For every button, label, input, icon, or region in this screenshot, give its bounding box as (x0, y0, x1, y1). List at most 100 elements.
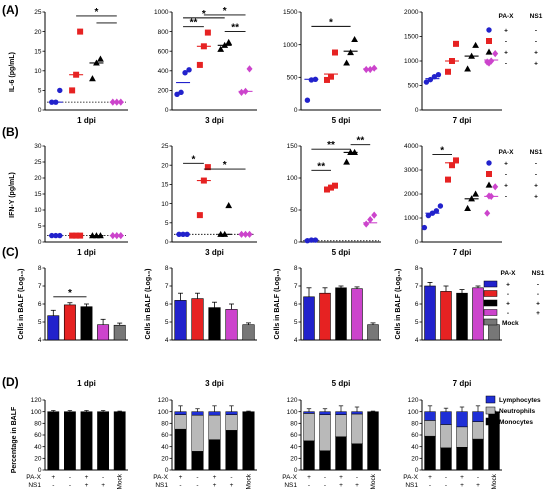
ytick-label-14-6: 120 (287, 397, 298, 404)
ytick-label-4-3: 15 (34, 191, 42, 198)
ytick-label-12-5: 100 (31, 409, 42, 416)
ytick-label-6-1: 50 (290, 207, 298, 214)
xtick-pax-14-0: + (307, 474, 311, 481)
xlabel-ns1-15: NS1 (405, 482, 418, 489)
ytick-label-0-2: 10 (34, 68, 42, 75)
legends: PA-X NS1 + - - - + + - + PA-X NS1 + - - - + + - + PA-X NS1 + - -… (483, 13, 545, 426)
legend-c-swatch-4 (483, 318, 498, 326)
data-point-7-2-2 (472, 190, 479, 197)
xtick-ns1-14-0: - (308, 482, 310, 489)
data-point-7-0-1 (425, 212, 432, 219)
data-point-2-1-0 (324, 76, 330, 83)
data-point-5-0-2 (184, 231, 190, 238)
legend-c-pax-3: - (507, 310, 509, 317)
legend-b-marker-1 (486, 171, 492, 177)
data-point-0-2-0 (89, 75, 96, 82)
bar-monocytes-12-2 (80, 411, 93, 471)
ytick-label-6-3: 150 (287, 143, 298, 150)
legend-a-ns1-0: - (535, 28, 537, 35)
data-point-2-2-2 (351, 35, 358, 43)
data-point-4-3-1 (113, 232, 120, 240)
data-point-3-0-2 (431, 73, 438, 80)
xlabel-ns1-14: NS1 (284, 482, 297, 489)
data-point-1-3-0 (238, 88, 245, 96)
ytick-label-1-2: 400 (158, 68, 169, 75)
xtick-pax-13-3: - (230, 474, 232, 481)
bar-lymphocytes-14-3 (351, 411, 363, 415)
legend-c-ns1-0: - (537, 282, 539, 289)
bar-neutrophils-14-2 (335, 414, 347, 438)
data-point-1-2-1 (221, 41, 229, 48)
data-point-3-2-0 (464, 65, 471, 72)
legend-c-pax-header: PA-X (500, 270, 516, 277)
scatter-chart-b-2: 0 5 10 15 20 25 * * 3 dpi (161, 143, 257, 257)
ytick-label-15-3: 60 (411, 432, 419, 439)
legend-d-swatch-0 (485, 395, 496, 404)
scatter-chart-a-1: 0 5 10 15 20 25 * 1 dpi (34, 7, 128, 125)
data-point-3-0-3 (435, 72, 442, 78)
xtick-pax-12-3: - (102, 474, 104, 481)
bar-lymphocytes-13-1 (191, 411, 204, 416)
data-point-7-1-1 (449, 162, 455, 169)
xtick-pax-13-0: + (179, 474, 183, 481)
data-point-6-2-2 (351, 148, 358, 155)
sig-star-1-3: ** (231, 23, 239, 34)
ytick-label-15-4: 80 (411, 421, 419, 428)
ytick-label-15-2: 40 (411, 444, 419, 451)
legend-c-pax-1: - (507, 291, 509, 298)
ytick-label-7-1: 1000 (404, 215, 419, 222)
xlabel-ns1-12: NS1 (28, 482, 41, 489)
data-point-0-1-0 (69, 87, 76, 94)
legend-a-ns1-2: + (534, 50, 538, 57)
sig-star-7-0: * (440, 145, 444, 156)
ytick-label-10-1: 5 (294, 319, 298, 326)
xlabel-ns1-13: NS1 (155, 482, 168, 489)
data-point-4-3-0 (109, 232, 116, 240)
data-point-2-1-2 (332, 49, 338, 56)
legend-c-pax-2: + (506, 301, 510, 308)
xtick-pax-15-3: - (477, 474, 479, 481)
data-point-0-0-2 (57, 87, 63, 94)
ytick-label-3-0: 0 (415, 107, 419, 114)
ytick-label-0-0: 0 (38, 107, 42, 114)
bar-monocytes-15-0 (424, 435, 436, 471)
xtick-ns1-12-3: + (101, 482, 105, 489)
legend-a-pax-header: PA-X (498, 13, 514, 20)
data-point-0-0-1 (53, 99, 59, 105)
ytick-label-10-4: 8 (294, 265, 298, 272)
ylabel-c-4: Cells in BALF (Log₁₀) (395, 269, 402, 340)
xlabel-pax-14: PA-X (282, 474, 297, 481)
bar-9-3 (225, 309, 238, 341)
legend-c-swatch-3 (483, 309, 498, 316)
ytick-label-7-3: 3000 (404, 167, 419, 174)
bar-monocytes-13-0 (174, 428, 187, 471)
data-point-3-1-2 (453, 40, 459, 47)
data-point-0-2-1 (93, 59, 100, 66)
legend-d-label-1: Neutrophils (499, 408, 535, 415)
xlabel-1: 3 dpi (205, 116, 224, 125)
data-point-5-2-1 (221, 230, 229, 237)
data-point-4-0-2 (57, 232, 63, 239)
bar-monocytes-12-3 (97, 411, 109, 471)
ytick-label-4-1: 5 (38, 223, 42, 230)
xtick-ns1-15-1: - (445, 482, 447, 489)
bar-10-0 (303, 296, 315, 341)
bar-neutrophils-13-1 (191, 414, 204, 452)
bar-chart-c-2: 4 5 6 7 8 Cells in BALF (Log₁₀) (145, 265, 257, 344)
data-point-2-3-0 (363, 65, 370, 74)
ytick-label-12-0: 0 (38, 467, 42, 474)
ytick-label-2-1: 500 (287, 75, 298, 82)
xtick-mock-12: Mock (117, 473, 124, 489)
ytick-label-13-1: 20 (161, 456, 169, 463)
legend-b-pax-1: - (505, 172, 507, 179)
data-point-2-0-2 (312, 76, 319, 82)
legend-b-marker-0 (486, 160, 492, 166)
data-point-5-3-1 (242, 230, 249, 238)
bar-monocytes-12-1 (64, 411, 76, 471)
legend-b: PA-X NS1 + - - - + + - + (485, 149, 543, 201)
data-point-3-1-0 (445, 68, 451, 75)
data-point-3-0-0 (423, 79, 430, 85)
